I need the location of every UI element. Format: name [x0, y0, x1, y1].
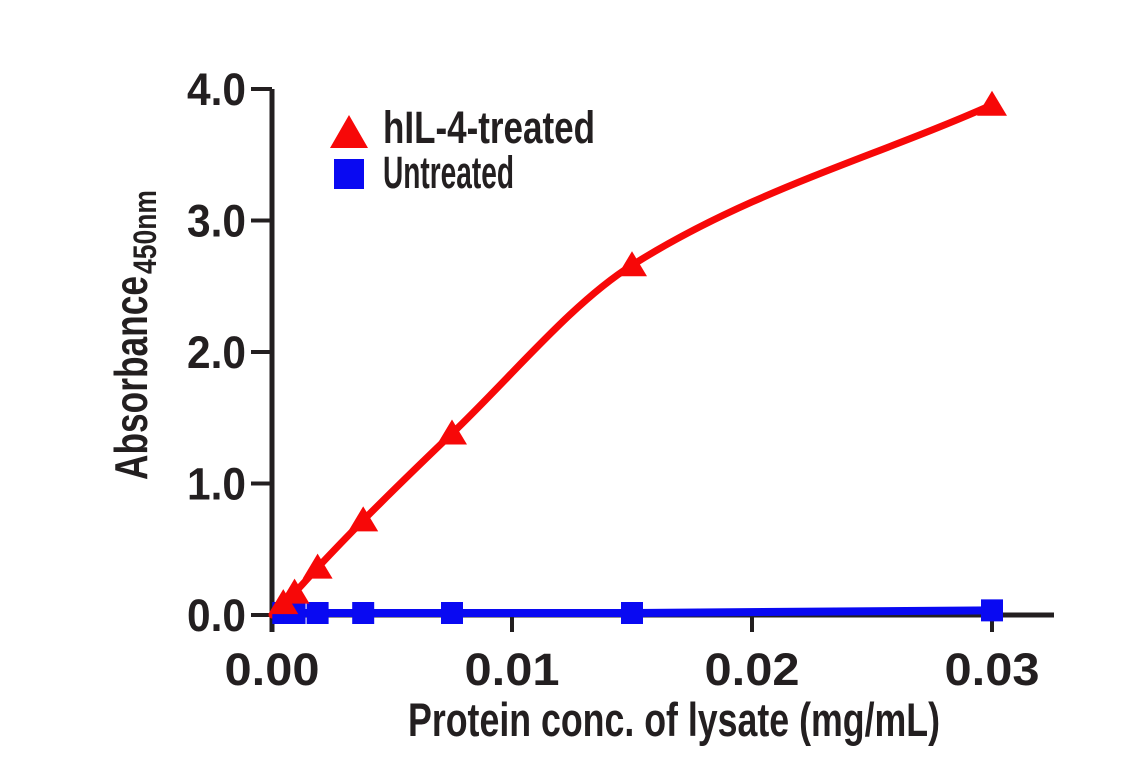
untreated-data-point: [981, 599, 1003, 622]
legend-label-hil4: hIL-4-treated: [383, 102, 595, 153]
hil4-data-point: [977, 90, 1007, 116]
y-tick-label: 3.0: [187, 196, 246, 247]
x-axis-title: Protein conc. of lysate (mg/mL): [408, 693, 940, 746]
untreated-data-point: [352, 602, 375, 624]
series-hil4-curve: [268, 101, 996, 619]
legend: hIL-4-treated Untreated: [330, 102, 595, 198]
hil4-data-point: [617, 251, 647, 277]
x-tick-label: 0.01: [465, 644, 560, 695]
hil4-data-point: [437, 419, 467, 445]
axis-ticks: 0.0 1.0 2.0 3.0 4.0 0.00 0.01 0.02 0.03: [187, 64, 1040, 695]
untreated-data-point: [306, 602, 329, 624]
hil4-data-points: [268, 90, 1007, 615]
legend-label-untreated: Untreated: [383, 147, 514, 198]
x-tick-label: 0.02: [705, 644, 800, 695]
legend-marker-square-icon: [334, 159, 364, 189]
hil4-data-point: [279, 578, 310, 604]
y-tick-label: 0.0: [187, 590, 246, 641]
untreated-data-point: [441, 602, 463, 624]
y-tick-label: 2.0: [187, 327, 246, 378]
y-axis-title-main: Absorbance: [105, 276, 157, 480]
legend-marker-triangle-icon: [330, 115, 368, 148]
y-axis-title-subscript: 450nm: [127, 190, 163, 274]
hil4-data-point: [348, 506, 379, 532]
x-tick-label: 0.03: [945, 644, 1040, 695]
x-tick-label: 0.00: [225, 644, 320, 695]
hil4-data-point: [302, 553, 333, 579]
y-tick-label: 4.0: [187, 64, 246, 115]
untreated-data-point: [621, 602, 643, 624]
y-axis-title: Absorbance450nm: [105, 190, 163, 480]
y-tick-label: 1.0: [187, 459, 246, 510]
